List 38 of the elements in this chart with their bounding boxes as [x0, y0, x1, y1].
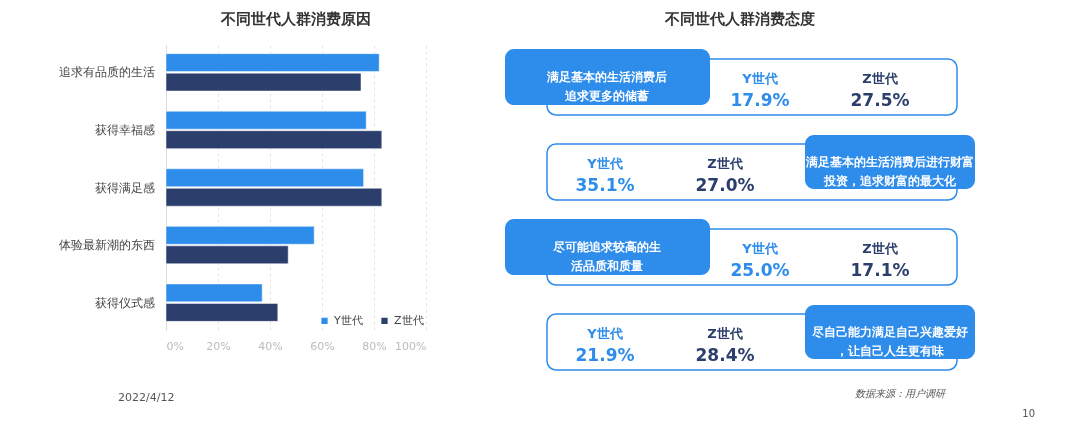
data-label: 27.5% — [850, 90, 910, 110]
y-tick-label: 获得满足感 — [94, 180, 155, 195]
source-note: 数据来源：用户调研 — [855, 388, 947, 399]
category-label: 满足基本的生活消费后进行财富投资，追求财富的最大化 — [805, 155, 974, 188]
data-label: 21.9% — [575, 345, 635, 365]
x-tick-label: 80% — [362, 339, 387, 353]
text: 不同世代人群消费态度 — [664, 10, 815, 28]
y-tick-label: 追求有品质的生活 — [58, 65, 155, 80]
text: Y世代 — [587, 326, 623, 341]
y-tick-label: 获得幸福感 — [94, 122, 155, 137]
data-label: 28.4% — [695, 345, 755, 365]
legend-label: Z世代 — [394, 313, 424, 327]
data-label: 17.1% — [850, 260, 910, 280]
data-label: 17.9% — [730, 90, 790, 110]
category-label: 尽可能追求较高的生活品质和质量 — [552, 240, 661, 273]
chart-title: 不同世代人群消费原因 — [220, 10, 371, 28]
data-label: 27.0% — [695, 175, 755, 195]
text: Y世代 — [587, 156, 623, 171]
x-tick-label: 60% — [310, 339, 335, 353]
category-label: 尽自己能力满足自己兴趣爱好，让自己人生更有味 — [811, 325, 968, 358]
text: 10 — [1022, 408, 1035, 419]
text: 2022/4/12 — [118, 391, 175, 404]
legend-label: Y世代 — [333, 313, 363, 327]
y-tick-label: 获得仪式感 — [94, 295, 155, 310]
text: Z世代 — [862, 241, 898, 256]
legend-label: Z世代 — [862, 71, 898, 86]
text: Y世代 — [742, 241, 778, 256]
series-label: Y世代 — [741, 71, 778, 86]
x-tick-label: 20% — [206, 339, 231, 353]
category-label: 满足基本的生活消费后追求更多的储蓄 — [546, 70, 667, 103]
x-tick-label: 0% — [166, 339, 184, 353]
x-tick-label: 40% — [258, 339, 283, 353]
text: Z世代 — [707, 326, 743, 341]
text: Z世代 — [707, 156, 743, 171]
x-tick-label: 100% — [395, 339, 427, 353]
data-label: 25.0% — [730, 260, 790, 280]
y-tick-label: 体验最新潮的东西 — [58, 238, 155, 253]
data-label: 35.1% — [575, 175, 635, 195]
